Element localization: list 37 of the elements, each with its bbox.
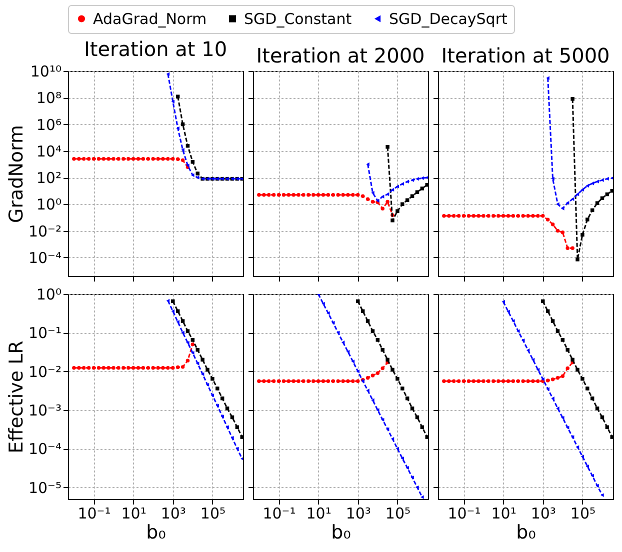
y-tick-label: 10⁶ [36, 116, 62, 134]
y-tick-label: 10⁸ [36, 89, 62, 108]
x-axis-title: b₀ [331, 522, 351, 544]
y-tick-label: 10⁻³ [28, 402, 62, 420]
legend-label: SGD_Constant [244, 10, 352, 28]
x-tick-label: 10⁻¹ [262, 504, 296, 522]
x-tick-label: 10³ [530, 504, 556, 522]
y-tick-label: 10¹⁰ [30, 62, 62, 80]
y-tick-label: 10⁰ [36, 196, 62, 214]
y-tick-label: 10⁻⁴ [28, 440, 62, 458]
x-tick-label: 10⁵ [200, 504, 226, 522]
chart-title: Iteration at 5000 [441, 44, 610, 68]
y-axis-title: Effective LR [5, 340, 28, 454]
y-tick-label: 10⁰ [36, 286, 62, 304]
legend-label: AdaGrad_Norm [93, 10, 207, 28]
y-tick-label: 10⁴ [36, 142, 62, 160]
x-axis-title: b₀ [516, 522, 536, 544]
x-tick-label: 10¹ [121, 504, 146, 522]
y-axis-title: GradNorm [5, 124, 28, 224]
x-tick-label: 10³ [346, 504, 371, 522]
legend-label: SGD_DecaySqrt [389, 10, 508, 28]
x-tick-label: 10³ [160, 504, 186, 522]
chart-title: Iteration at 2000 [256, 44, 425, 68]
y-tick-label: 10² [36, 169, 62, 188]
y-tick-label: 10⁻² [28, 222, 62, 240]
y-tick-label: 10⁻⁵ [28, 478, 62, 497]
y-tick-label: 10⁻⁴ [28, 248, 62, 267]
x-tick-label: 10⁵ [570, 504, 596, 522]
y-tick-label: 10⁻² [28, 362, 62, 381]
x-tick-label: 10¹ [306, 504, 332, 522]
chart-title: Iteration at 10 [84, 37, 228, 61]
y-tick-label: 10⁻¹ [28, 324, 62, 342]
x-tick-label: 10⁻¹ [78, 504, 111, 522]
x-axis-title: b₀ [146, 522, 166, 544]
x-tick-label: 10⁻¹ [448, 504, 481, 522]
x-tick-label: 10⁵ [385, 504, 411, 522]
x-tick-label: 10¹ [491, 504, 516, 522]
